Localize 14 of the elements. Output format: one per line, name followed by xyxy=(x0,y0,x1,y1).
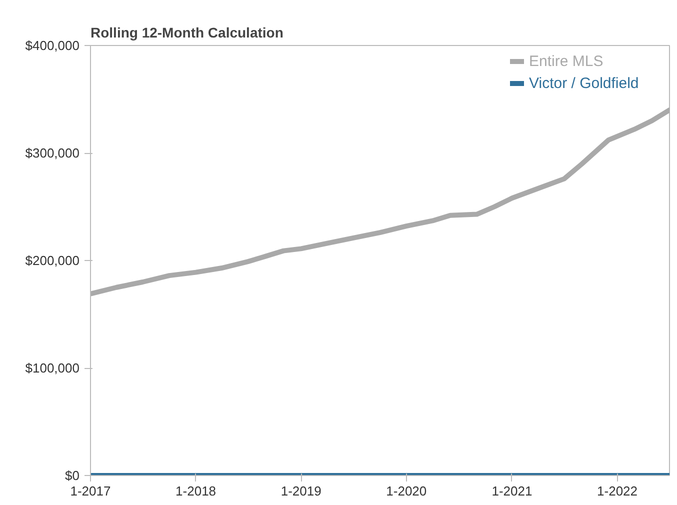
x-tick-label: 1-2021 xyxy=(492,484,532,498)
y-tick-label: $400,000 xyxy=(25,38,80,53)
legend-label: Victor / Goldfield xyxy=(529,74,639,92)
y-tick-label: $300,000 xyxy=(25,146,80,160)
y-tick-label: $0 xyxy=(65,468,80,483)
legend-label: Entire MLS xyxy=(529,52,604,70)
x-tick-label: 1-2020 xyxy=(386,484,427,498)
y-tick-label: $200,000 xyxy=(25,253,80,268)
x-tick-label: 1-2017 xyxy=(70,484,111,498)
chart-title: Rolling 12-Month Calculation xyxy=(90,24,284,40)
x-tick-label: 1-2019 xyxy=(280,484,322,498)
x-tick-label: 1-2022 xyxy=(597,484,638,498)
y-tick-label: $100,000 xyxy=(25,360,80,376)
x-tick-label: 1-2018 xyxy=(176,484,216,498)
